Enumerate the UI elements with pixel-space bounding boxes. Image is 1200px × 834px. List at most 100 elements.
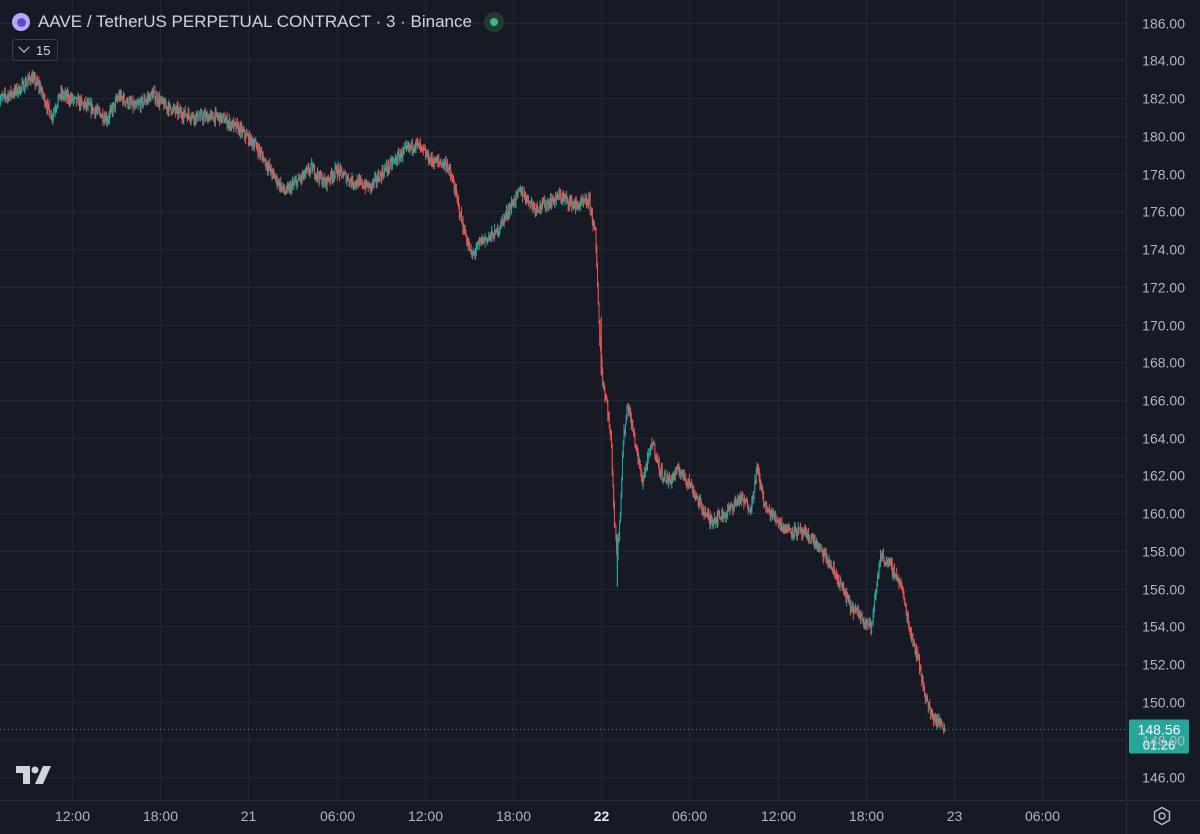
candle	[7, 89, 9, 102]
symbol-title[interactable]: AAVE / TetherUS PERPETUAL CONTRACT · 3 ·…	[38, 12, 472, 31]
candle	[37, 80, 39, 85]
candle	[744, 498, 746, 507]
candle	[333, 171, 335, 183]
candle	[92, 104, 94, 115]
candle	[280, 176, 282, 193]
candle	[633, 427, 635, 438]
candle	[503, 213, 505, 228]
candle	[630, 412, 632, 431]
candle	[730, 501, 732, 507]
price-axis: 186.00 184.00 182.00 180.00 178.00 176.00 174.…	[1142, 16, 1185, 786]
candle	[341, 167, 343, 179]
candle	[501, 219, 503, 224]
candle	[768, 507, 770, 513]
candle	[36, 76, 38, 87]
candle	[701, 503, 703, 515]
candle	[31, 72, 33, 82]
candle	[470, 243, 472, 256]
candle	[239, 126, 241, 137]
candle	[373, 179, 375, 189]
candle	[100, 113, 102, 120]
candle	[942, 721, 944, 731]
candle	[707, 507, 709, 520]
candle	[815, 540, 817, 550]
candle	[910, 627, 912, 643]
candle	[732, 503, 734, 516]
candle	[433, 157, 435, 170]
candle	[757, 464, 759, 477]
candle	[546, 199, 548, 211]
candle	[264, 158, 266, 162]
candle	[10, 85, 12, 102]
candle	[188, 108, 190, 120]
candle	[767, 508, 769, 514]
candle	[207, 113, 209, 125]
candle	[266, 161, 268, 170]
candle	[142, 101, 144, 109]
candle	[194, 114, 196, 126]
candle	[65, 89, 67, 104]
candle	[538, 209, 540, 213]
candle	[66, 90, 68, 98]
candle	[527, 194, 529, 203]
candle	[81, 100, 83, 104]
interval-dropdown[interactable]: 15	[12, 39, 59, 61]
candle	[583, 197, 585, 208]
candle	[809, 535, 811, 545]
candle	[135, 100, 137, 105]
candle	[150, 92, 152, 103]
candle	[284, 190, 286, 195]
candle	[685, 472, 687, 485]
candle	[86, 97, 88, 110]
candle	[394, 153, 396, 165]
candle	[51, 114, 53, 124]
candle	[416, 137, 418, 150]
candle	[847, 594, 849, 603]
candle	[406, 145, 408, 150]
candle	[886, 560, 888, 565]
time-axis: 12:00 18:00 21 06:00 12:00 18:00 22 06:00 12:00 1…	[55, 808, 1060, 824]
candle	[348, 181, 350, 187]
candle	[690, 481, 692, 489]
candle	[31, 70, 33, 84]
candle	[446, 162, 448, 172]
candle	[539, 200, 541, 215]
candle	[465, 230, 467, 237]
candle	[200, 108, 202, 122]
candle	[380, 170, 382, 177]
candle	[619, 520, 621, 542]
candle	[909, 626, 911, 635]
candle	[201, 109, 203, 120]
candle	[547, 198, 549, 205]
live-dot-icon	[489, 18, 498, 26]
candle	[67, 86, 69, 104]
candle	[868, 623, 870, 626]
y-tick-label: 158.00	[1142, 544, 1185, 560]
candle	[487, 236, 489, 244]
candle	[64, 90, 66, 101]
candle	[257, 142, 259, 160]
candle	[106, 115, 108, 127]
candle	[383, 164, 385, 178]
candle	[296, 179, 298, 191]
market-status-indicator[interactable]	[483, 12, 504, 32]
candle	[22, 77, 24, 86]
candle	[241, 122, 243, 139]
settings-gear-icon[interactable]	[1152, 806, 1172, 826]
candle	[775, 514, 777, 526]
candle	[881, 550, 883, 561]
candle	[155, 95, 157, 107]
candle	[134, 100, 136, 111]
candle	[920, 664, 922, 677]
candle	[395, 154, 397, 164]
candle	[872, 608, 874, 627]
candle	[319, 171, 321, 184]
candle	[210, 109, 212, 120]
candle	[260, 147, 262, 160]
x-tick-label: 06:00	[672, 808, 707, 824]
candle	[55, 102, 57, 114]
tradingview-logo-icon[interactable]	[16, 766, 52, 784]
candle	[392, 156, 394, 165]
candle	[221, 113, 223, 124]
